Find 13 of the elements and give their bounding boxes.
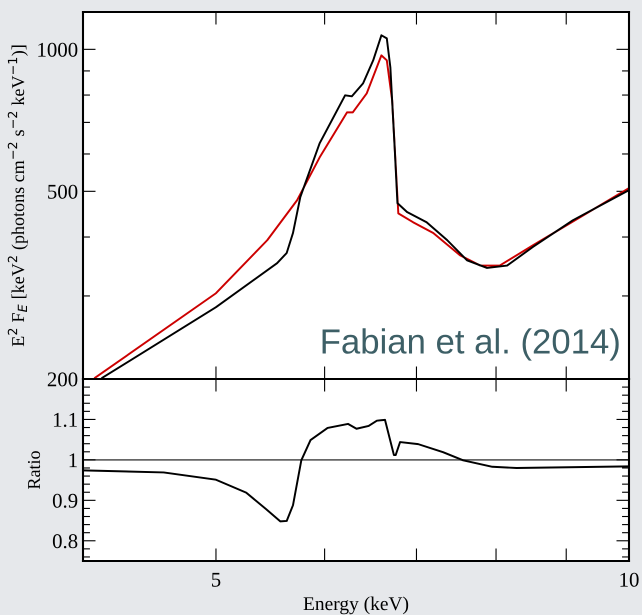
x-axis-title: Energy (keV): [304, 596, 408, 614]
x-tick-label: 5: [212, 572, 220, 587]
text: E$^{2}$ F$_{E}$ [keV$^{2}$ (photons cm$^{−2}$ s$^{−2}$ keV$^{−1}$)]: [8, 46, 28, 346]
y-tick-label: 200: [48, 372, 78, 386]
y-axis-title: Ratio: [28, 451, 40, 490]
y-tick-label: 1: [70, 453, 77, 468]
x-tick-label: 10: [620, 572, 639, 587]
y-tick-label: 500: [48, 184, 78, 199]
y-tick-label: 1000: [38, 42, 78, 57]
y-tick-label: 0.8: [52, 534, 78, 548]
y-tick-label: 1.1: [54, 412, 77, 427]
annotation: Fabian et al. (2014): [322, 328, 619, 361]
y-tick-label: 0.9: [52, 494, 78, 508]
